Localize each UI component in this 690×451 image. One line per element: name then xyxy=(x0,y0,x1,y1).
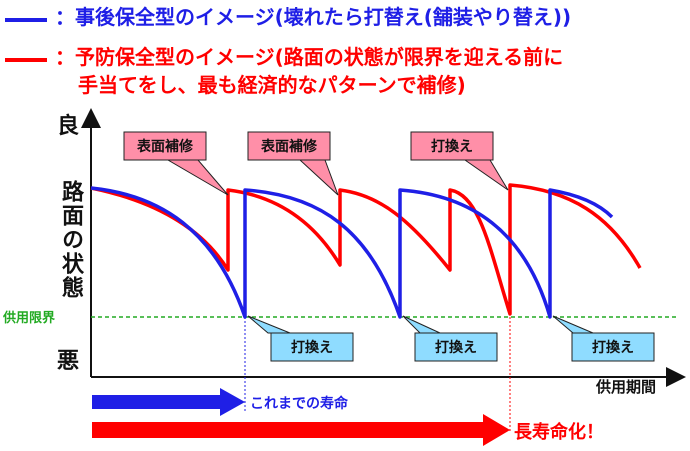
red-preventive-curve xyxy=(90,183,642,316)
limit-label: 供用限界 xyxy=(3,311,56,326)
red-legend-line xyxy=(5,58,47,62)
red-callout-2-text: 表面補修 xyxy=(260,138,318,155)
red-legend-text-line1: ：予防保全型のイメージ(路面の状態が限界を迎える前に xyxy=(55,45,564,69)
blue-lifespan-arrow: これまでの寿命 xyxy=(92,388,349,416)
red-lifespan-arrow: 長寿命化！ xyxy=(92,414,604,446)
red-callout-1: 表面補修 xyxy=(123,131,229,196)
y-axis-title-text: 路面の状態 xyxy=(58,180,83,300)
y-axis-title: 路面の状態 xyxy=(57,180,83,300)
red-callout-1-text: 表面補修 xyxy=(136,138,194,155)
red-legend-text-line2: 手当てをし、最も経済的なパターンで補修) xyxy=(78,73,466,97)
blue-callout-3: 打換え xyxy=(552,315,655,362)
blue-callout-3-text: 打換え xyxy=(592,339,634,356)
red-callout-2: 表面補修 xyxy=(247,131,339,196)
red-callout-3: 打換え xyxy=(410,131,509,191)
blue-callout-2-text: 打換え xyxy=(435,339,477,356)
blue-callout-1: 打換え xyxy=(247,315,354,362)
y-axis-bad-label: 悪 xyxy=(57,349,80,374)
x-axis-title: 供用期間 xyxy=(596,378,657,396)
y-axis-good-label: 良 xyxy=(57,114,80,139)
blue-lifespan-label: これまでの寿命 xyxy=(250,395,349,412)
blue-callout-1-text: 打換え xyxy=(291,339,333,356)
blue-legend-text: ：事後保全型のイメージ(壊れたら打替え(舗装やり替え)) xyxy=(55,5,572,29)
red-lifespan-label: 長寿命化！ xyxy=(514,421,604,443)
red-callout-3-text: 打換え xyxy=(431,138,473,155)
blue-legend-line xyxy=(5,18,47,22)
blue-callout-2: 打換え xyxy=(402,315,498,362)
blue-corrective-curve xyxy=(90,186,614,319)
